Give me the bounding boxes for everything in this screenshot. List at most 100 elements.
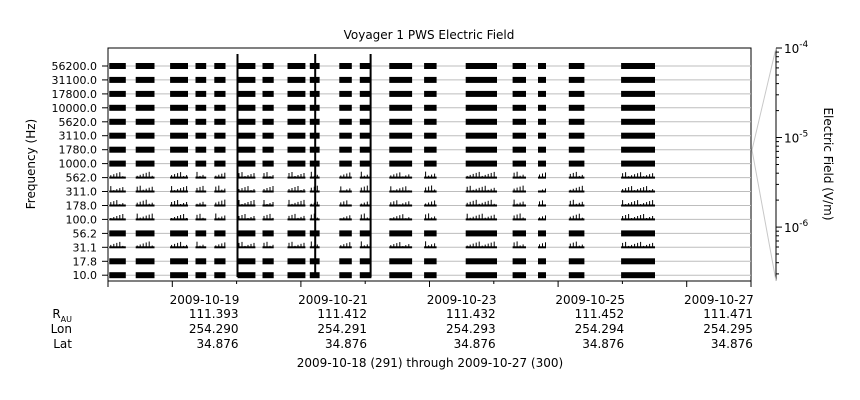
coverage-block — [359, 176, 372, 179]
emission-tick — [539, 174, 540, 178]
coverage-block — [568, 160, 585, 167]
colorbar-tick-base: 10 — [784, 221, 799, 235]
frequency-tick-label: 562.0 — [66, 172, 98, 185]
emission-tick — [493, 203, 495, 206]
emission-tick — [431, 244, 433, 248]
emission-tick — [250, 190, 252, 192]
coverage-block — [214, 118, 226, 125]
emission-tick — [288, 199, 290, 206]
emission-tick — [390, 175, 392, 178]
coverage-block — [214, 63, 226, 69]
emission-tick — [360, 241, 362, 248]
coverage-block — [237, 246, 256, 249]
emission-tick — [116, 216, 118, 220]
emission-tick — [472, 189, 474, 192]
emission-tick — [218, 217, 220, 220]
ephemeris-value: 34.876 — [325, 337, 367, 351]
ephemeris-value: 111.432 — [446, 307, 496, 321]
coverage-block — [512, 132, 526, 139]
emission-tick — [218, 201, 220, 206]
emission-tick — [578, 186, 580, 192]
emission-tick — [516, 203, 518, 206]
emission-tick — [366, 217, 368, 220]
emission-tick — [110, 175, 112, 178]
coverage-block — [465, 104, 497, 111]
coverage-block — [237, 258, 256, 265]
colorbar-tick-base: 10 — [784, 132, 799, 146]
emission-tick — [142, 200, 144, 206]
emission-tick — [396, 243, 398, 248]
emission-tick — [303, 199, 305, 206]
coverage-block — [465, 246, 497, 249]
emission-tick — [640, 188, 642, 192]
coverage-block — [170, 190, 188, 193]
emission-tick — [199, 186, 201, 192]
emission-tick — [572, 188, 574, 192]
coverage-block — [170, 258, 188, 265]
coverage-block — [424, 272, 437, 279]
ephemeris-value: 111.412 — [317, 307, 367, 321]
emission-tick — [425, 214, 427, 220]
emission-tick — [202, 185, 204, 192]
ephemeris-value: 254.295 — [703, 322, 753, 336]
coverage-block — [287, 218, 306, 221]
emission-tick — [366, 201, 368, 206]
coverage-block — [621, 230, 655, 237]
emission-tick — [637, 173, 639, 178]
emission-tick — [221, 200, 223, 206]
emission-tick — [522, 174, 524, 178]
coverage-block — [287, 230, 306, 237]
y-axis-label: Frequency (Hz) — [24, 119, 38, 210]
emission-tick — [569, 200, 571, 206]
coverage-block — [287, 90, 306, 97]
emission-tick — [250, 201, 252, 206]
emission-tick — [545, 188, 546, 192]
emission-tick — [139, 244, 141, 248]
emission-tick — [631, 175, 633, 178]
time-tick-label: 2009-10-21 — [298, 293, 368, 307]
coverage-block — [109, 230, 126, 237]
emission-tick — [390, 202, 392, 206]
coverage-block — [389, 90, 413, 97]
emission-tick — [360, 214, 362, 220]
coverage-block — [538, 118, 546, 125]
emission-tick — [174, 174, 176, 178]
coverage-block — [287, 176, 306, 179]
coverage-block — [465, 204, 497, 207]
emission-tick — [145, 199, 147, 206]
coverage-block — [512, 258, 526, 265]
emission-tick — [142, 189, 144, 192]
coverage-block — [135, 146, 155, 153]
coverage-block — [262, 272, 274, 279]
emission-tick — [177, 173, 179, 178]
coverage-block — [214, 246, 226, 249]
chart-title: Voyager 1 PWS Electric Field — [344, 28, 515, 42]
emission-tick — [625, 241, 627, 248]
emission-tick — [199, 202, 201, 206]
emission-tick — [303, 173, 305, 178]
emission-tick — [625, 215, 627, 220]
emission-tick — [196, 171, 198, 178]
colorbar-tick-exp: -6 — [799, 219, 808, 229]
coverage-block — [359, 258, 372, 265]
emission-tick — [297, 175, 299, 178]
emission-tick — [349, 215, 351, 220]
coverage-block — [262, 63, 274, 69]
coverage-block — [538, 76, 546, 83]
frequency-tick-label: 56200.0 — [52, 60, 98, 73]
emission-tick — [628, 176, 630, 178]
emission-tick — [250, 174, 252, 178]
coverage-block — [287, 204, 306, 207]
coverage-block — [465, 160, 497, 167]
emission-tick — [634, 174, 636, 178]
coverage-block — [195, 90, 207, 97]
emission-tick — [484, 174, 486, 178]
emission-tick — [493, 171, 495, 178]
coverage-block — [465, 258, 497, 265]
emission-tick — [431, 185, 433, 192]
coverage-block — [170, 246, 188, 249]
emission-tick — [572, 242, 574, 248]
emission-tick — [625, 204, 627, 206]
coverage-block — [135, 218, 155, 221]
coverage-block — [424, 218, 437, 221]
